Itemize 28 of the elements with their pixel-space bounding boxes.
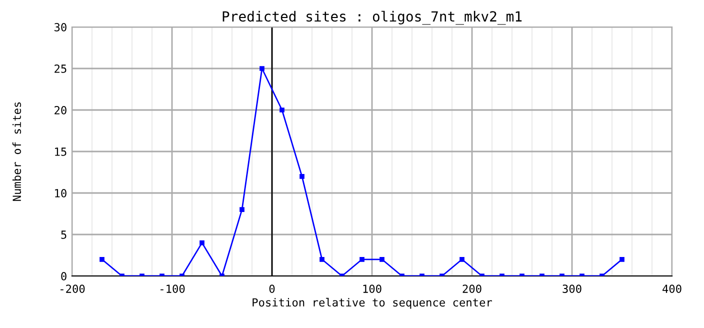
chart-title: Predicted sites : oligos_7nt_mkv2_m1 bbox=[222, 10, 522, 25]
point bbox=[360, 256, 364, 262]
point bbox=[280, 108, 284, 112]
point bbox=[240, 207, 244, 212]
point bbox=[620, 256, 624, 262]
point bbox=[200, 240, 204, 246]
y-tick-label: 5 bbox=[61, 230, 66, 239]
x-tick-label: 0 bbox=[269, 284, 275, 293]
y-tick-label: 30 bbox=[54, 23, 66, 32]
x-axis-title: Position relative to sequence center bbox=[252, 298, 492, 309]
point bbox=[260, 66, 264, 71]
y-tick-label: 20 bbox=[54, 106, 66, 114]
x-tick-label: 400 bbox=[662, 284, 682, 293]
x-tick-label: 300 bbox=[562, 284, 582, 293]
point bbox=[100, 256, 104, 262]
x-tick-label: 100 bbox=[363, 284, 382, 293]
x-tick-label: -200 bbox=[60, 284, 85, 293]
y-tick-label: 15 bbox=[55, 148, 66, 156]
y-tick-label: 25 bbox=[54, 64, 66, 73]
x-tick-label: 200 bbox=[462, 284, 482, 293]
y-axis-title: Number of sites bbox=[12, 102, 22, 201]
y-tick-label: 10 bbox=[55, 189, 66, 198]
point bbox=[320, 256, 324, 262]
point bbox=[380, 256, 384, 262]
x-tick-label: -100 bbox=[160, 284, 185, 293]
point bbox=[460, 256, 464, 262]
y-tick-label: 0 bbox=[61, 272, 66, 280]
point bbox=[300, 174, 304, 179]
